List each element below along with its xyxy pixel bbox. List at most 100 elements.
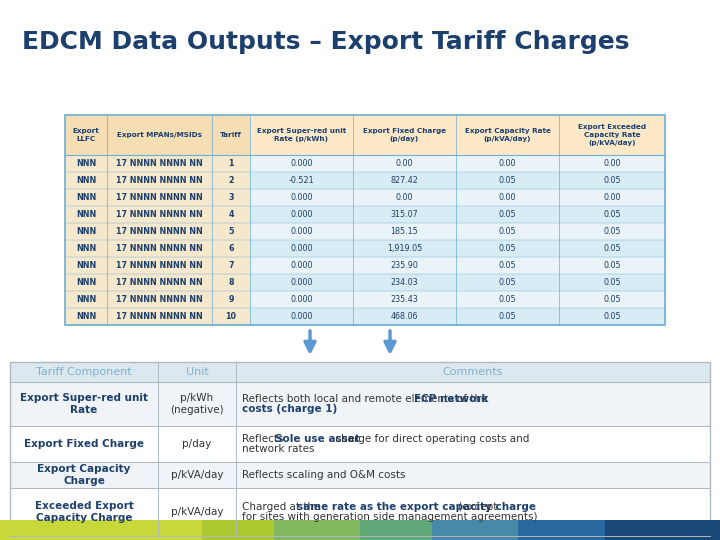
Bar: [158, 488, 236, 536]
Text: NNN: NNN: [76, 278, 96, 287]
Text: NNN: NNN: [76, 295, 96, 304]
Text: 0.05: 0.05: [499, 261, 516, 270]
Bar: [559, 274, 665, 291]
Bar: [605, 520, 720, 540]
Text: 0.000: 0.000: [290, 193, 312, 202]
Text: 0.000: 0.000: [290, 159, 312, 168]
Text: 0.05: 0.05: [499, 295, 516, 304]
Text: 0.05: 0.05: [603, 261, 621, 270]
Text: network rates: network rates: [242, 444, 315, 455]
Text: Export Capacity Rate
(p/kVA/day): Export Capacity Rate (p/kVA/day): [464, 128, 550, 141]
Bar: [456, 291, 559, 308]
Bar: [10, 462, 158, 488]
Bar: [353, 223, 456, 240]
Bar: [353, 189, 456, 206]
Text: 0.000: 0.000: [290, 244, 312, 253]
Text: 2: 2: [228, 176, 234, 185]
Text: Tariff: Tariff: [220, 132, 242, 138]
Text: NNN: NNN: [76, 312, 96, 321]
Bar: [107, 115, 212, 155]
Bar: [353, 257, 456, 274]
Bar: [65, 240, 107, 257]
Text: Export Fixed Charge
(p/day): Export Fixed Charge (p/day): [363, 128, 446, 141]
Text: Unit: Unit: [186, 367, 208, 377]
Bar: [559, 257, 665, 274]
Bar: [559, 223, 665, 240]
Bar: [212, 240, 250, 257]
Bar: [212, 172, 250, 189]
Text: NNN: NNN: [76, 193, 96, 202]
Bar: [212, 257, 250, 274]
Text: 0.05: 0.05: [499, 244, 516, 253]
Text: 0.000: 0.000: [290, 210, 312, 219]
Bar: [236, 462, 710, 488]
Text: NNN: NNN: [76, 159, 96, 168]
Bar: [107, 206, 212, 223]
Text: -0.521: -0.521: [289, 176, 315, 185]
Text: 9: 9: [228, 295, 234, 304]
Bar: [559, 308, 665, 325]
Text: 17 NNNN NNNN NN: 17 NNNN NNNN NN: [116, 312, 203, 321]
Bar: [10, 362, 710, 536]
Bar: [107, 291, 212, 308]
Bar: [236, 382, 710, 426]
Text: 0.05: 0.05: [499, 227, 516, 236]
Text: 0.05: 0.05: [603, 244, 621, 253]
Text: NNN: NNN: [76, 227, 96, 236]
Text: Reflects scaling and O&M costs: Reflects scaling and O&M costs: [242, 470, 405, 480]
Bar: [456, 189, 559, 206]
Bar: [107, 240, 212, 257]
Bar: [559, 189, 665, 206]
Bar: [65, 206, 107, 223]
Text: 6: 6: [228, 244, 234, 253]
Bar: [107, 189, 212, 206]
Text: NNN: NNN: [76, 210, 96, 219]
Text: 5: 5: [228, 227, 234, 236]
Text: 17 NNNN NNNN NN: 17 NNNN NNNN NN: [116, 244, 203, 253]
Bar: [353, 206, 456, 223]
Bar: [65, 291, 107, 308]
Text: 0.05: 0.05: [603, 210, 621, 219]
Text: 234.03: 234.03: [391, 278, 418, 287]
Bar: [456, 257, 559, 274]
Bar: [518, 520, 605, 540]
Bar: [65, 274, 107, 291]
Text: Comments: Comments: [443, 367, 503, 377]
Text: EDCM Data Outputs – Export Tariff Charges: EDCM Data Outputs – Export Tariff Charge…: [22, 30, 629, 54]
Bar: [353, 291, 456, 308]
Text: Sole use asset: Sole use asset: [275, 434, 360, 443]
Bar: [250, 206, 353, 223]
Bar: [456, 240, 559, 257]
Bar: [250, 189, 353, 206]
Text: 0.000: 0.000: [290, 227, 312, 236]
Text: Tariff Component: Tariff Component: [36, 367, 132, 377]
Bar: [65, 115, 107, 155]
Bar: [456, 172, 559, 189]
Text: 0.000: 0.000: [290, 278, 312, 287]
Text: p/kVA/day: p/kVA/day: [171, 470, 223, 480]
Bar: [107, 155, 212, 172]
Text: 7: 7: [228, 261, 234, 270]
Text: Export Super-red unit
Rate: Export Super-red unit Rate: [20, 393, 148, 415]
Text: NNN: NNN: [76, 244, 96, 253]
Bar: [212, 274, 250, 291]
Bar: [559, 291, 665, 308]
Bar: [250, 291, 353, 308]
Bar: [158, 426, 236, 462]
Text: Export Capacity
Charge: Export Capacity Charge: [37, 464, 131, 486]
Bar: [158, 462, 236, 488]
Bar: [236, 362, 710, 382]
Bar: [456, 308, 559, 325]
Text: 17 NNNN NNNN NN: 17 NNNN NNNN NN: [116, 176, 203, 185]
Bar: [158, 362, 236, 382]
Bar: [250, 223, 353, 240]
Text: 0.00: 0.00: [603, 159, 621, 168]
Bar: [353, 172, 456, 189]
Bar: [353, 240, 456, 257]
Text: 17 NNNN NNNN NN: 17 NNNN NNNN NN: [116, 295, 203, 304]
Text: 0.05: 0.05: [499, 312, 516, 321]
Bar: [360, 520, 432, 540]
Text: Exceeded Export
Capacity Charge: Exceeded Export Capacity Charge: [35, 501, 133, 523]
Bar: [212, 291, 250, 308]
Bar: [212, 308, 250, 325]
